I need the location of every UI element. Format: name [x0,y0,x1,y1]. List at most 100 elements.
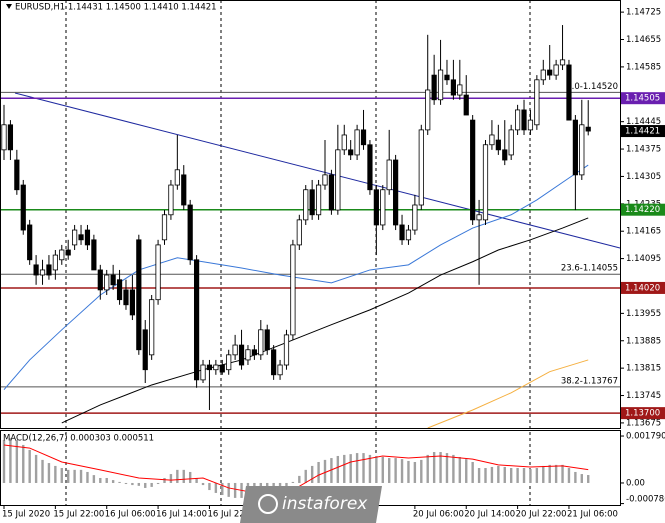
candle-body [553,64,559,76]
macd-bar [355,453,359,483]
candle-body [271,349,277,376]
x-tick-label: 20 Jul 22:00 [516,510,567,520]
y-tick-label: 1.13675 [626,418,661,428]
candle-body [238,344,245,366]
macd-bar [176,469,179,483]
macd-bar [323,459,327,483]
macd-bar [587,475,590,483]
x-tick-label: 20 Jul 06:00 [413,510,464,520]
candle-body [142,329,148,371]
macd-bar [522,468,526,483]
macd-bar [432,452,436,483]
candle-body [322,174,328,186]
candle-body [450,79,457,96]
macd-bar [484,468,487,483]
candle-body [328,174,335,211]
level-tag [621,92,665,105]
macd-bar [477,468,481,483]
macd-bar [529,469,532,483]
x-tick-label: 15 Jul 2020 [2,510,50,520]
candle-body [437,69,444,101]
macd-bar [111,480,115,483]
macd-bar [445,453,449,483]
macd-bar [394,458,397,483]
macd-bar [439,452,442,483]
candle-body [46,264,52,276]
candle-body [59,249,65,261]
candle-body [232,344,238,356]
candle-body [52,254,58,271]
candle-body [495,139,501,151]
level-tag [621,281,665,294]
level-tag [621,203,665,216]
candle-body [193,259,200,381]
candle-body [264,329,270,351]
macd-bar [343,454,346,483]
candle-body [373,189,379,226]
macd-bar [509,468,513,483]
logo: instaforex [240,486,382,523]
candle-body [245,349,251,361]
macd-bar [144,482,147,488]
macd-bar [567,468,571,483]
macd-bar [330,458,333,483]
macd-bar [310,465,314,483]
macd-bar [233,482,237,498]
candle-body [168,184,174,216]
macd-bar [105,477,108,483]
indicator-y-tick-label: 0.001790 [626,432,665,442]
macd-bar [2,439,6,483]
x-tick-label: 15 Jul 22:00 [53,510,104,520]
macd-bar [471,461,474,483]
candle-body [425,89,431,131]
x-tick-label: 21 Jul 06:00 [567,510,618,520]
candle-body [470,119,476,221]
macd-bar [497,465,500,483]
macd-bar [227,482,230,497]
candle-body [367,144,373,191]
fibo-label: 0.0-1.14520 [566,82,618,92]
last-price-label: 1.14421 [625,127,660,137]
level-label: 1.14220 [625,205,660,215]
candle-body [527,119,534,131]
y-tick-label: 1.14445 [626,117,661,127]
macd-bar [375,455,378,483]
last-price-tag [621,125,665,138]
logo-banner [240,486,382,523]
macd-bar [182,469,185,483]
macd-bar [92,475,96,483]
fibo-label: 38.2-1.13767 [561,376,618,386]
macd-bar [99,477,102,483]
candle-body [566,64,572,121]
candle-body [7,124,14,151]
macd-bar [561,464,564,483]
macd-bar [54,465,57,483]
macd-bar [349,454,352,483]
candle-body [161,214,168,241]
candle-body [91,239,97,271]
candle-body [585,126,591,132]
macd-bar [137,482,141,486]
candle-body [547,69,553,76]
y-tick-label: 1.14165 [626,227,661,237]
candle-body [290,244,296,336]
fibo-label: 23.6-1.14055 [561,264,618,274]
macd-bar [28,449,31,483]
candle-body [14,159,20,191]
candle-body [309,189,315,216]
macd-bar [285,482,288,488]
macd-bar [195,477,198,483]
macd-bar [542,465,545,483]
candle-body [412,204,418,231]
macd-bar [73,469,76,483]
main-panel-border [0,0,621,429]
macd-bar [150,482,153,487]
candle-body [20,184,26,231]
macd-bar [490,466,494,483]
y-tick-label: 1.13885 [626,336,661,346]
candle-body [540,69,546,81]
candle-body [213,364,219,371]
x-tick-label: 16 Jul 14:00 [156,510,207,520]
